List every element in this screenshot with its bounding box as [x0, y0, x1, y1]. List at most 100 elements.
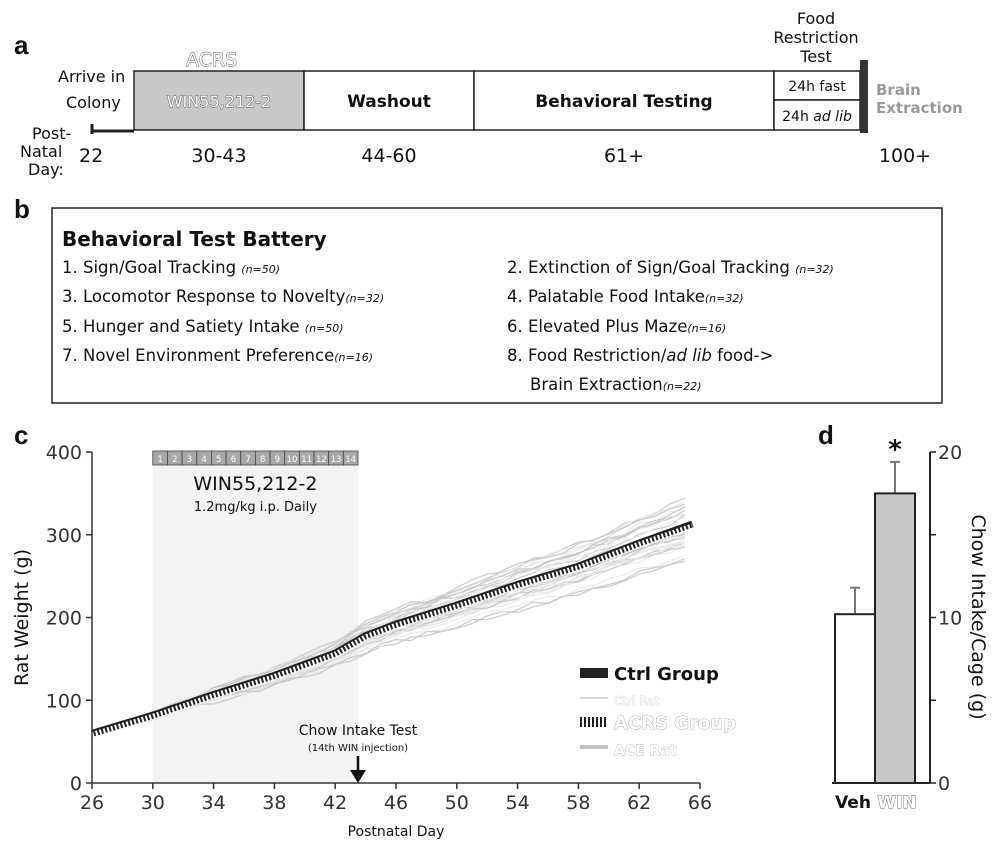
- battery-item-8-line2: Brain Extraction(n=22): [530, 375, 702, 394]
- battery-item-2: 2. Extinction of Sign/Goal Tracking (n=3…: [507, 258, 834, 277]
- legend-ctrl-rat-label: Ctrl Rat: [614, 694, 660, 708]
- panel-letter-c: c: [14, 420, 28, 450]
- d-category-veh: Veh: [835, 793, 871, 813]
- d-y-tick-label: 20: [938, 442, 962, 464]
- injection-day-label: 6: [231, 455, 236, 465]
- x-tick-label: 30: [141, 792, 165, 814]
- injection-day-label: 11: [301, 455, 312, 465]
- panel-letter-a: a: [14, 30, 29, 60]
- legend-swatch-acrs-group: [580, 717, 608, 727]
- y-tick-label: 400: [46, 442, 82, 464]
- food-test-line-1: Food: [797, 9, 835, 28]
- win-box-label: WIN55,212-2: [167, 92, 271, 111]
- panel-letter-b: b: [14, 194, 30, 224]
- significance-marker: *: [888, 435, 902, 465]
- x-tick-label: 46: [384, 792, 408, 814]
- x-tick-label: 26: [80, 792, 104, 814]
- x-tick-label: 58: [566, 792, 590, 814]
- day-100-plus: 100+: [879, 145, 931, 167]
- injection-day-label: 4: [201, 455, 206, 465]
- injection-day-label: 5: [216, 455, 221, 465]
- arrow-sublabel: (14th WIN injection): [308, 743, 408, 754]
- injection-day-label: 8: [260, 455, 265, 465]
- arrive-line-1: Arrive in: [58, 67, 125, 86]
- injection-day-label: 2: [172, 455, 177, 465]
- y-axis-title: Rat Weight (g): [11, 549, 33, 686]
- battery-item-8: 8. Food Restriction/ad lib food->: [507, 346, 773, 365]
- battery-item-3: 3. Locomotor Response to Novelty(n=32): [62, 287, 384, 306]
- washout-box: [303, 70, 475, 131]
- x-tick-label: 66: [688, 792, 712, 814]
- ace-rat-line: [91, 560, 685, 734]
- x-axis-title: Postnatal Day: [348, 824, 445, 840]
- injection-day-label: 1: [157, 455, 162, 465]
- injection-day-label: 10: [287, 455, 298, 465]
- injection-day-label: 14: [345, 455, 356, 465]
- bar-win: [874, 492, 916, 784]
- injection-day-cell: [342, 450, 359, 466]
- x-tick-label: 42: [323, 792, 347, 814]
- behavioral-label: Behavioral Testing: [535, 92, 712, 112]
- y-tick-label: 100: [46, 690, 82, 712]
- panel-letter-d: d: [818, 420, 834, 450]
- injection-day-label: 7: [245, 455, 250, 465]
- annotation-subtitle: 1.2mg/kg i.p. Daily: [194, 500, 317, 515]
- d-category-win: WIN: [877, 793, 916, 813]
- behavioral-box: [473, 70, 775, 131]
- injection-day-label: 9: [275, 455, 280, 465]
- day-22: 22: [79, 145, 103, 167]
- food-test-line-3: Test: [799, 47, 832, 66]
- x-tick-label: 38: [262, 792, 286, 814]
- battery-title: Behavioral Test Battery: [62, 227, 327, 251]
- fast-label: 24h fast: [788, 79, 846, 95]
- timeline: Arrive in Colony ACRS WIN55,212-2 Washou…: [20, 9, 963, 179]
- intake-chart: * 0 10 20 Chow Intake/Cage (g) Veh WIN: [832, 435, 989, 813]
- battery-item-5: 5. Hunger and Satiety Intake (n=50): [62, 317, 344, 336]
- legend-ace-rat-label: ACE Rat: [614, 743, 677, 759]
- battery-item-7: 7. Novel Environment Preference(n=16): [62, 346, 373, 365]
- washout-label: Washout: [347, 92, 431, 112]
- pnd-line-1: Post-: [32, 124, 71, 143]
- x-tick-label: 50: [445, 792, 469, 814]
- y-tick-label: 0: [70, 773, 82, 795]
- arrow-head: [350, 770, 366, 783]
- food-test-line-2: Restriction: [773, 28, 858, 47]
- arrow-label: Chow Intake Test: [299, 723, 418, 739]
- injection-day-label: 12: [316, 455, 327, 465]
- d-y-tick-label: 0: [938, 773, 950, 795]
- end-bar: [860, 60, 868, 133]
- legend-swatch-ctrl-group: [580, 668, 608, 678]
- day-61-plus: 61+: [604, 145, 644, 167]
- battery-box: [51, 207, 943, 404]
- day-30-43: 30-43: [191, 145, 246, 167]
- y-tick-label: 300: [46, 525, 82, 547]
- x-tick-label: 34: [202, 792, 226, 814]
- bar-veh: [834, 613, 876, 784]
- brain-line-2: Extraction: [876, 99, 963, 117]
- x-tick-label: 54: [506, 792, 530, 814]
- y-tick-label: 200: [46, 608, 82, 630]
- d-y-axis-title: Chow Intake/Cage (g): [967, 514, 989, 719]
- acrs-group-line: [91, 523, 694, 738]
- arrive-line-2: Colony: [66, 93, 121, 112]
- d-y-tick-label: 10: [938, 608, 962, 630]
- acrs-label: ACRS: [186, 49, 237, 71]
- day-44-60: 44-60: [361, 145, 416, 167]
- fast-box: [773, 70, 861, 101]
- injection-day-label: 3: [187, 455, 192, 465]
- pnd-line-3: Day:: [28, 160, 64, 179]
- battery-item-1: 1. Sign/Goal Tracking (n=50): [62, 258, 280, 277]
- legend-acrs-group-label: ACRS Group: [614, 713, 736, 734]
- battery-item-6: 6. Elevated Plus Maze(n=16): [507, 317, 726, 336]
- adlib-label: 24h ad lib: [782, 109, 852, 125]
- x-tick-label: 62: [627, 792, 651, 814]
- battery-item-4: 4. Palatable Food Intake(n=32): [507, 287, 744, 306]
- brain-line-1: Brain: [876, 81, 921, 99]
- annotation-title: WIN55,212-2: [193, 473, 317, 495]
- pnd-line-2: Natal: [20, 142, 62, 161]
- injection-day-label: 13: [331, 455, 342, 465]
- win-box: [133, 70, 305, 131]
- treatment-shade: [152, 460, 358, 783]
